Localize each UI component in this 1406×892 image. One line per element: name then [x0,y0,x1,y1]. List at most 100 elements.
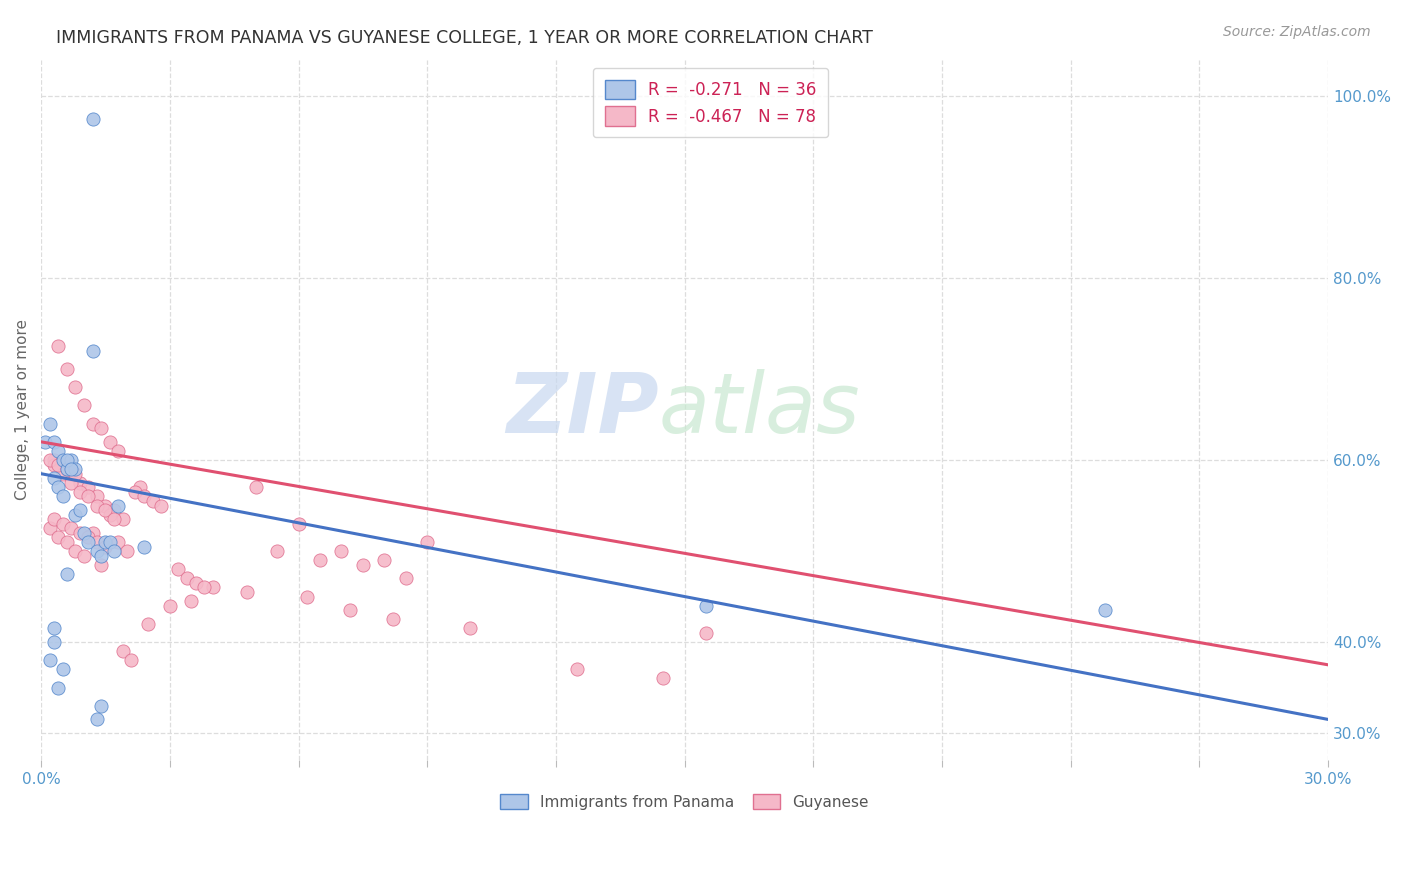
Point [201,581,224,595]
Point [180,594,202,608]
Point [695,599,717,613]
Point [103,544,125,558]
Point [86,713,108,727]
Point [120,653,142,667]
Point [77,535,100,549]
Point [86,544,108,558]
Point [94,503,117,517]
Point [51,467,73,481]
Point [60,467,83,481]
Point [77,490,100,504]
Point [138,616,160,631]
Point [652,672,675,686]
Point [42,622,65,636]
Point [38,653,60,667]
Point [82,343,104,358]
Point [69,525,91,540]
Point [416,535,439,549]
Point [56,462,79,476]
Point [98,508,121,522]
Point [77,480,100,494]
Point [42,471,65,485]
Point [107,444,129,458]
Point [567,662,589,676]
Point [51,458,73,472]
Point [82,112,104,126]
Point [98,434,121,449]
Point [90,549,112,563]
Point [90,421,112,435]
Text: Source: ZipAtlas.com: Source: ZipAtlas.com [1223,25,1371,39]
Point [90,698,112,713]
Point [65,544,87,558]
Point [111,512,134,526]
Point [167,562,190,576]
Point [86,490,108,504]
Point [103,503,125,517]
Point [65,380,87,394]
Point [695,626,717,640]
Point [107,499,129,513]
Point [94,499,117,513]
Point [150,499,173,513]
Point [73,549,96,563]
Point [51,490,73,504]
Point [184,575,207,590]
Point [69,484,91,499]
Point [128,480,150,494]
Point [65,467,87,481]
Point [287,516,309,531]
Point [56,535,79,549]
Point [142,494,165,508]
Point [98,535,121,549]
Point [458,622,481,636]
Point [77,530,100,544]
Point [245,480,267,494]
Point [339,603,361,617]
Point [86,535,108,549]
Point [373,553,395,567]
Point [46,681,69,695]
Point [38,417,60,431]
Point [51,453,73,467]
Point [46,458,69,472]
Point [111,644,134,658]
Point [103,512,125,526]
Point [73,399,96,413]
Point [60,475,83,490]
Point [159,599,181,613]
Point [42,453,65,467]
Point [132,490,155,504]
Point [115,544,138,558]
Point [73,525,96,540]
Point [193,581,215,595]
Point [56,462,79,476]
Point [132,540,155,554]
Point [46,339,69,353]
Point [82,525,104,540]
Text: atlas: atlas [659,369,860,450]
Text: ZIP: ZIP [506,369,659,450]
Point [56,566,79,581]
Point [236,585,259,599]
Point [124,484,146,499]
Point [60,521,83,535]
Point [69,475,91,490]
Y-axis label: College, 1 year or more: College, 1 year or more [15,319,30,500]
Point [60,462,83,476]
Point [51,516,73,531]
Point [381,612,404,626]
Point [330,544,353,558]
Point [69,503,91,517]
Point [56,453,79,467]
Point [65,462,87,476]
Point [86,499,108,513]
Point [34,434,56,449]
Point [352,558,374,572]
Point [266,544,288,558]
Point [46,480,69,494]
Point [46,530,69,544]
Point [176,571,198,585]
Point [395,571,418,585]
Point [38,521,60,535]
